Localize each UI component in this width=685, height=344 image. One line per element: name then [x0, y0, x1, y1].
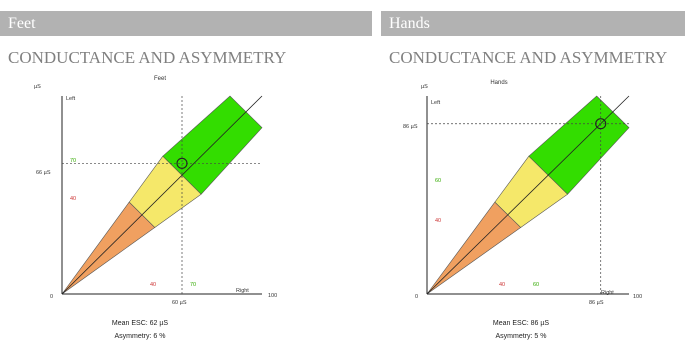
- feet-red-y-label: 40: [70, 196, 76, 202]
- feet-x-axis-end: 100: [268, 293, 277, 299]
- hands-x-axis-end: 100: [633, 294, 642, 300]
- symmetry-line: [426, 95, 630, 295]
- hands-green-y-label: 60: [435, 178, 441, 184]
- symmetry-line: [61, 95, 263, 295]
- feet-panel: Feet CONDUCTANCE AND ASYMMETRY Feet µS L…: [0, 11, 372, 340]
- feet-asymmetry: Asymmetry: 6 %: [114, 333, 166, 340]
- feet-y-marker-label: 66 µS: [36, 170, 51, 176]
- hands-asymmetry: Asymmetry: 5 %: [495, 333, 547, 340]
- hands-subtitle: CONDUCTANCE AND ASYMMETRY: [389, 48, 668, 67]
- hands-red-x-label: 40: [499, 282, 505, 288]
- feet-green-y-label: 70: [70, 158, 76, 164]
- measurement-point: [176, 157, 188, 169]
- feet-x-marker-label: 60 µS: [172, 300, 187, 306]
- hands-header: Hands: [381, 11, 685, 36]
- hands-x-axis-label: Right: [601, 290, 614, 296]
- feet-mean-esc: Mean ESC: 62 µS: [111, 320, 169, 327]
- feet-red-x-label: 40: [150, 282, 156, 288]
- feet-y-axis-label: Left: [66, 96, 76, 102]
- feet-x-axis-label: Right: [236, 288, 249, 294]
- feet-green-x-label: 70: [190, 282, 196, 288]
- feet-axis-unit: µS: [34, 84, 41, 90]
- hands-y-marker-label: 86 µS: [403, 124, 418, 130]
- feet-subtitle: CONDUCTANCE AND ASYMMETRY: [8, 48, 287, 67]
- hands-chart: Hands µS Left Right 100 0 86 µS 86 µS 60…: [403, 80, 642, 306]
- feet-chart: Feet µS Left Right 100 0 66 µS 60 µS 70 …: [34, 76, 277, 306]
- hands-mean-esc: Mean ESC: 86 µS: [492, 320, 550, 327]
- hands-axis-unit: µS: [421, 84, 428, 90]
- hands-origin-label: 0: [415, 294, 418, 300]
- hands-chart-title: Hands: [490, 80, 507, 86]
- hands-panel: Hands CONDUCTANCE AND ASYMMETRY Hands µS…: [381, 0, 685, 344]
- hands-green-x-label: 60: [533, 282, 539, 288]
- hands-y-axis-label: Left: [431, 100, 441, 106]
- hands-x-marker-label: 86 µS: [589, 300, 604, 306]
- hands-red-y-label: 40: [435, 218, 441, 224]
- feet-header: Feet: [0, 11, 372, 36]
- measurement-point: [595, 118, 607, 130]
- feet-chart-title: Feet: [154, 76, 166, 82]
- feet-origin-label: 0: [50, 294, 53, 300]
